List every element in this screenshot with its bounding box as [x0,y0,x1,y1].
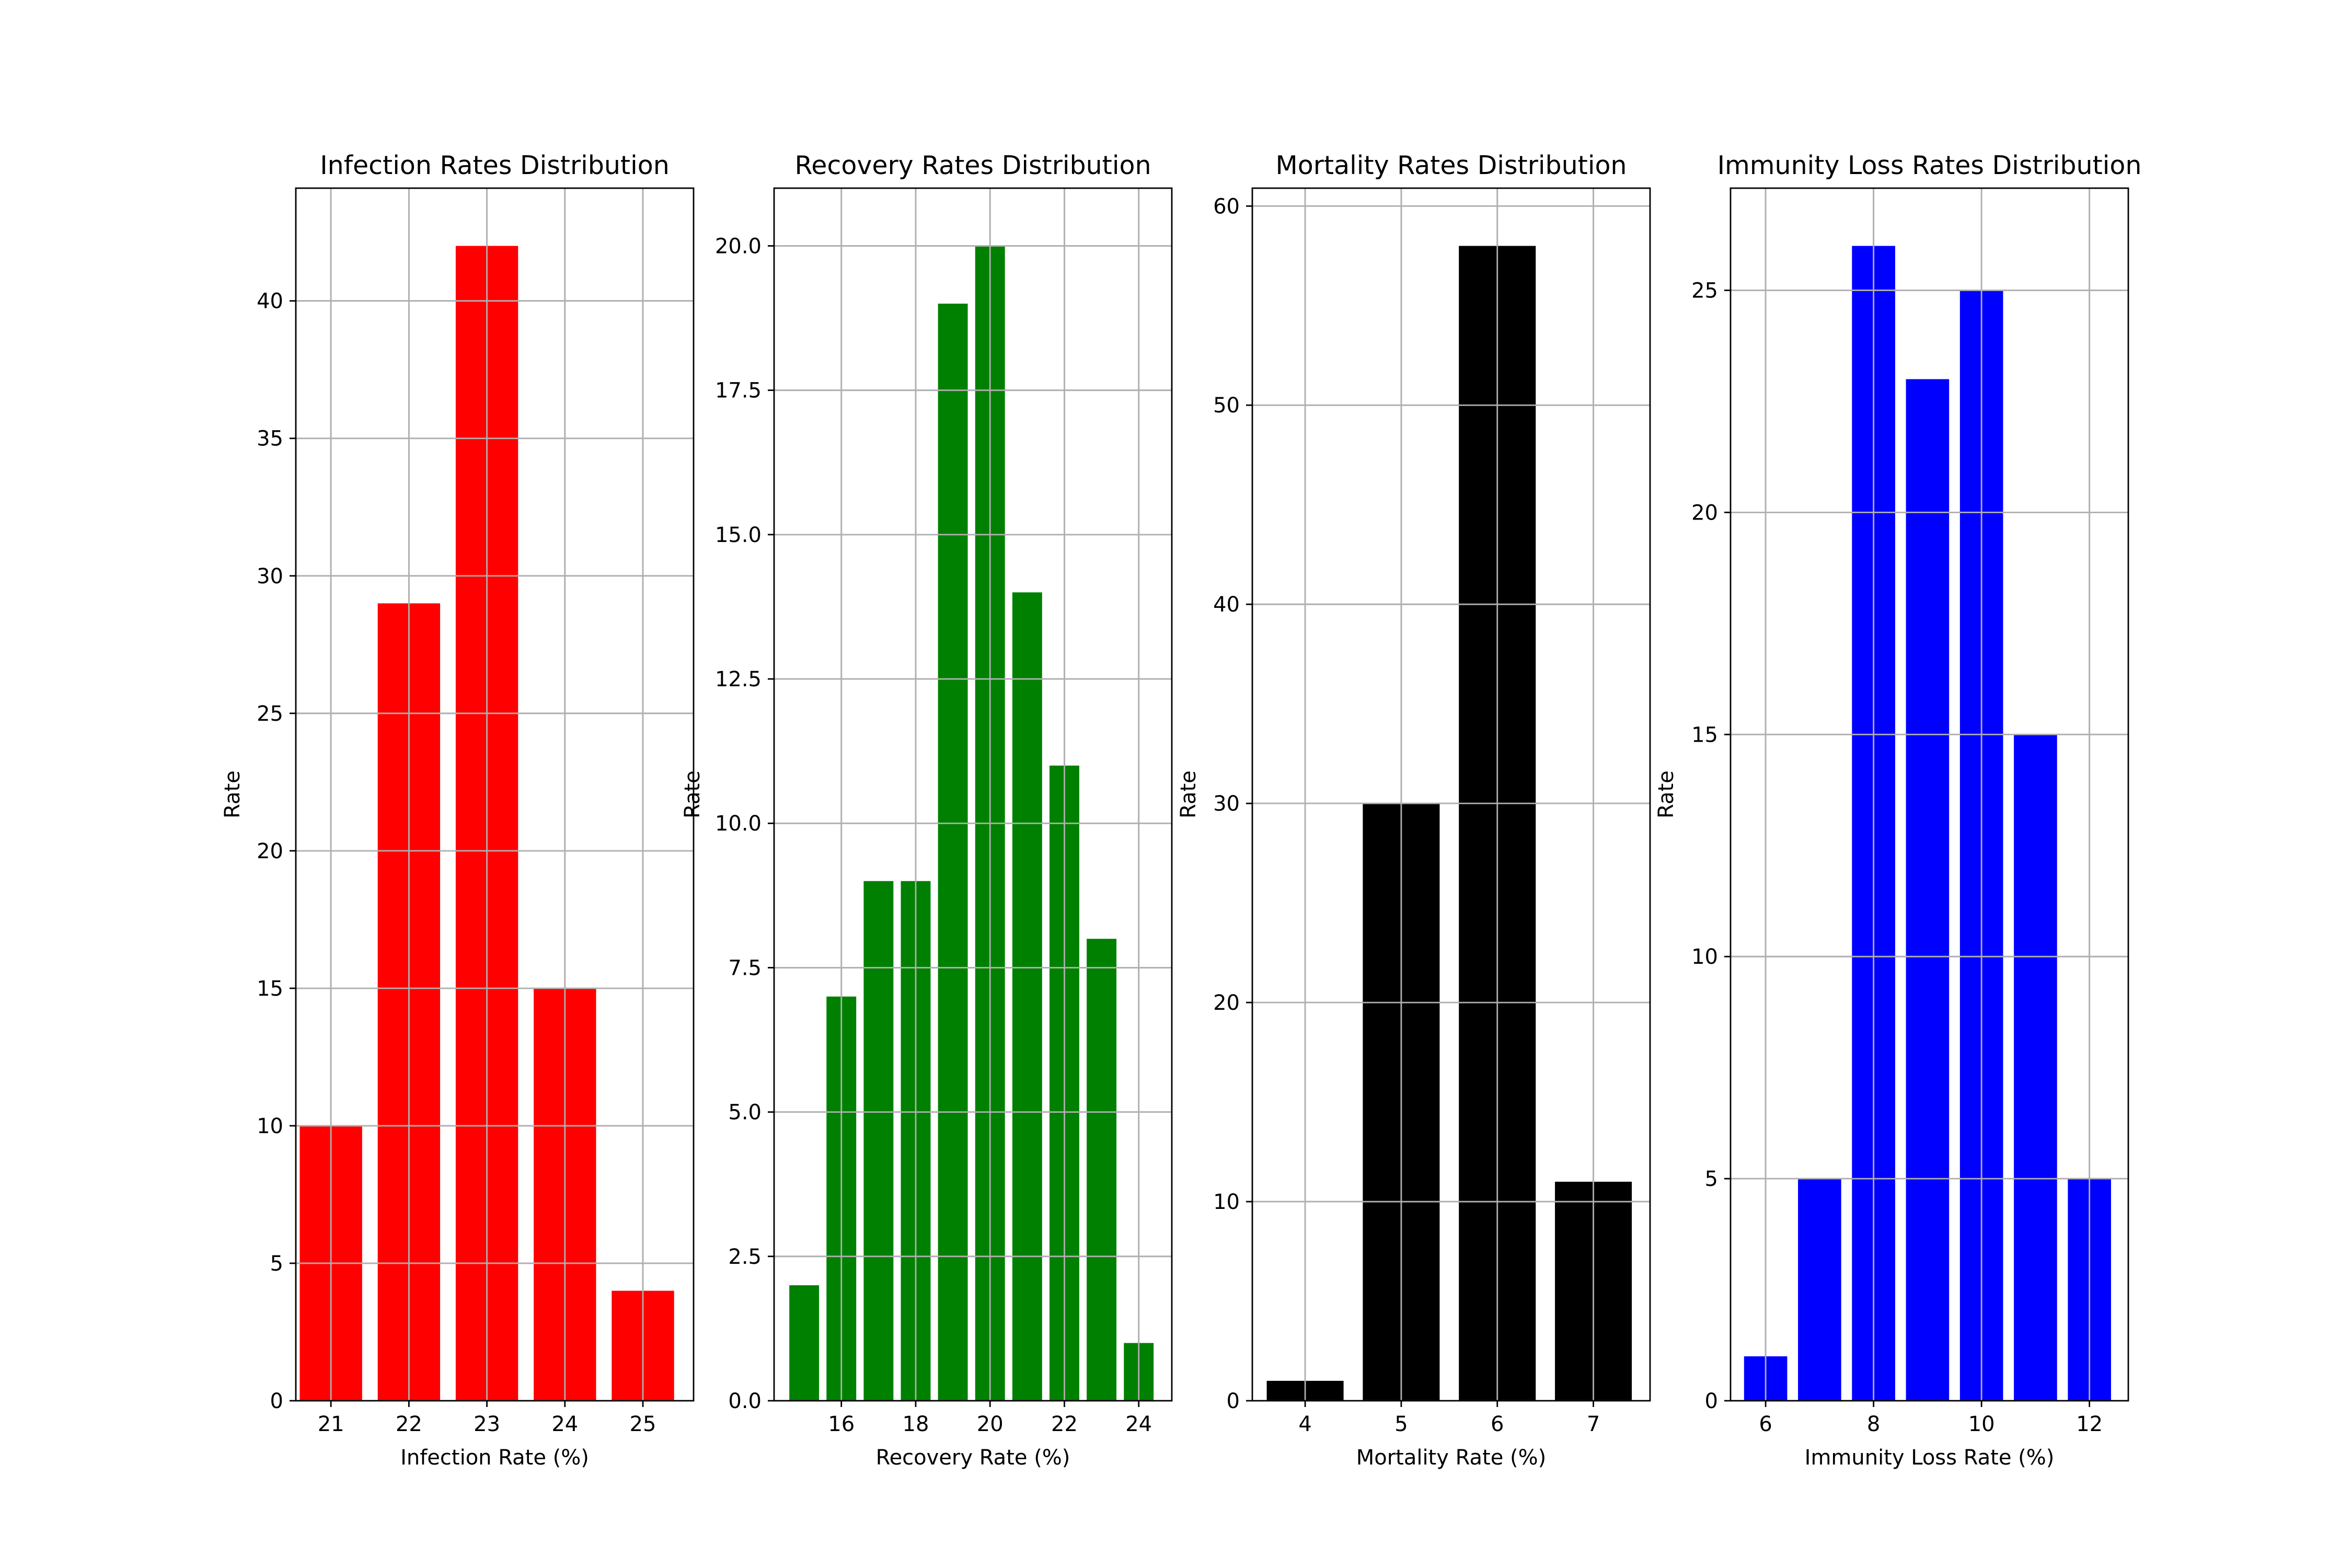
chart-panel-2: 16 18 20 22 24 0.0 2.5 5.0 7.5 10.0 12.5 15.0 17.5 20… [681,151,1173,1470]
y-tick-label: 10 [1691,945,1718,969]
x-tick-label: 7 [1587,1412,1600,1436]
y-axis-label: Rate [681,770,705,818]
y-tick-label: 5.0 [728,1101,762,1125]
x-tick-label: 24 [1125,1412,1152,1436]
bar-17 [863,881,894,1401]
x-tick-label: 8 [1867,1412,1880,1436]
axes-frame [773,187,1173,1402]
y-tick-label: 40 [1213,593,1240,617]
y-tick-label: 12.5 [715,667,762,691]
y-tick-label: 30 [1213,792,1240,816]
x-tick-label: 23 [474,1412,500,1436]
chart-panel-1: 21 22 23 24 25 0 5 10 15 20 25 30 35 40 Infection Rate… [221,151,695,1470]
chart-panel-3: 4 5 6 7 0 10 20 30 40 50 60 Mortality Rates Distrib… [1177,151,1651,1470]
y-tick-label: 5 [270,1252,283,1276]
axes-frame [1730,187,2129,1402]
bar-19 [938,303,968,1401]
bar-7 [1798,1179,1841,1401]
y-tick-label: 0 [1705,1389,1718,1413]
y-tick-label: 50 [1213,394,1240,418]
chart-panel-4: 6 8 10 12 0 5 10 15 20 25 Immunity Loss Rates Dist… [1654,151,2141,1470]
y-tick-label: 5 [1705,1167,1718,1191]
bar-15 [789,1285,820,1401]
x-tick-label: 5 [1394,1412,1408,1436]
x-axis-label: Recovery Rate (%) [876,1446,1070,1470]
y-axis-label: Rate [1177,770,1201,818]
axes-frame [1251,187,1651,1402]
chart-title: Immunity Loss Rates Distribution [1717,151,2142,180]
y-axis-label: Rate [1654,770,1678,818]
x-tick-label: 6 [1759,1412,1772,1436]
x-tick-label: 25 [630,1412,656,1436]
x-axis-label: Mortality Rate (%) [1356,1446,1547,1470]
y-tick-label: 7.5 [728,956,762,980]
y-tick-label: 10.0 [715,812,762,836]
y-tick-label: 20 [257,839,283,863]
y-axis-label: Rate [221,770,245,818]
y-tick-label: 20 [1691,501,1718,525]
bar-23 [1087,939,1117,1401]
x-tick-label: 18 [903,1412,929,1436]
axes-frame [295,187,695,1402]
y-tick-label: 25 [257,702,283,726]
y-tick-label: 40 [257,290,283,314]
bar-21 [1012,592,1042,1401]
x-tick-label: 20 [977,1412,1004,1436]
x-tick-label: 24 [551,1412,578,1436]
y-tick-label: 20.0 [715,234,762,258]
x-tick-label: 16 [828,1412,855,1436]
y-tick-label: 17.5 [715,379,762,403]
y-tick-label: 0 [270,1389,283,1413]
x-axis-label: Immunity Loss Rate (%) [1805,1446,2055,1470]
x-tick-label: 10 [1968,1412,1995,1436]
x-tick-label: 22 [396,1412,422,1436]
x-tick-label: 4 [1298,1412,1311,1436]
y-tick-label: 0 [1227,1389,1240,1413]
y-tick-label: 25 [1691,279,1718,303]
y-tick-label: 10 [1213,1190,1240,1214]
y-tick-label: 15.0 [715,523,762,547]
x-tick-label: 22 [1051,1412,1078,1436]
chart-title: Recovery Rates Distribution [794,151,1151,180]
y-tick-label: 15 [1691,723,1718,747]
x-tick-label: 12 [2076,1412,2103,1436]
x-tick-label: 6 [1491,1412,1504,1436]
chart-title: Mortality Rates Distribution [1276,151,1627,180]
x-tick-label: 21 [318,1412,344,1436]
y-tick-label: 2.5 [728,1245,762,1269]
y-tick-label: 30 [257,564,283,589]
bar-11 [2014,734,2057,1401]
y-tick-label: 15 [257,977,283,1001]
y-tick-label: 20 [1213,991,1240,1015]
x-axis-label: Infection Rate (%) [400,1446,589,1470]
y-tick-label: 60 [1213,194,1240,218]
y-tick-label: 0.0 [728,1389,762,1413]
y-tick-label: 35 [257,427,283,451]
y-tick-label: 10 [257,1114,283,1138]
bar-9 [1906,379,1950,1401]
chart-title: Infection Rates Distribution [320,151,670,180]
